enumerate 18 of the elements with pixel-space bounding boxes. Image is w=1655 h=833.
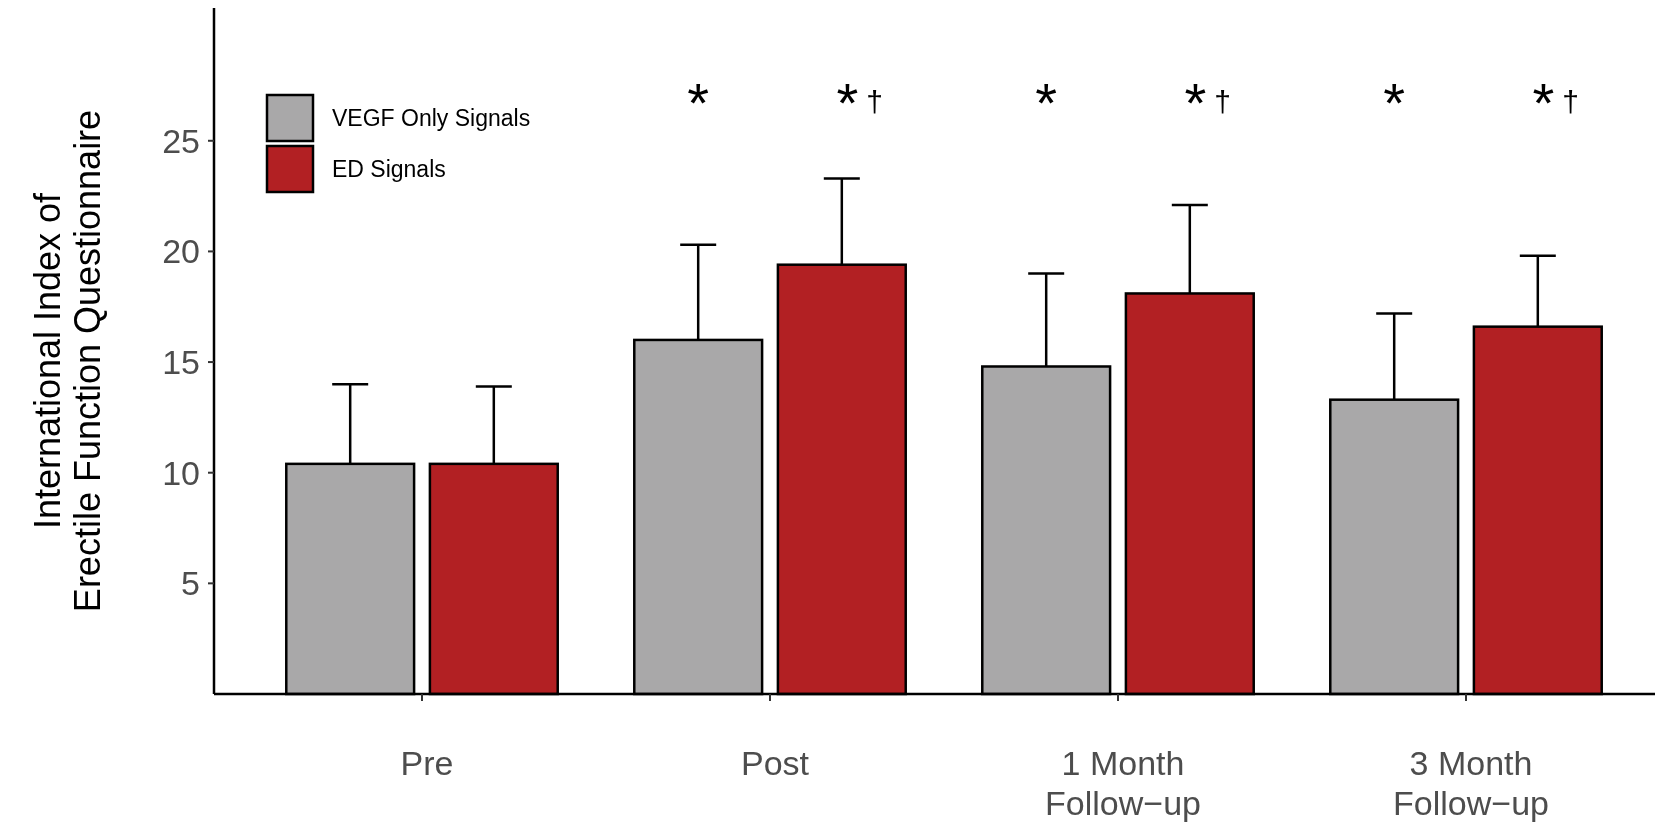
legend-label: VEGF Only Signals [332,105,531,132]
annotation: * [1035,71,1058,134]
y-axis-title: International Index of Erectile Function Questionnaire [27,109,108,613]
x-tick-label: Pre [400,744,454,782]
y-tick-label: 25 [162,121,200,160]
y-tick-label: 10 [162,453,200,492]
y-tick-label: 20 [162,232,200,271]
annotation: *† [836,71,884,134]
annotation: *† [1184,71,1232,134]
y-tick-label: 5 [181,564,200,603]
y-tick-label: 15 [162,342,200,381]
legend-label: ED Signals [332,156,446,183]
annotation: *† [1532,71,1580,134]
x-tick-label: 1 Month Follow−up [1045,744,1201,822]
annotation: * [1383,71,1406,134]
x-tick-label: Post [740,744,810,782]
x-tick-label: 3 Month Follow−up [1393,744,1549,822]
annotation: * [687,71,710,134]
